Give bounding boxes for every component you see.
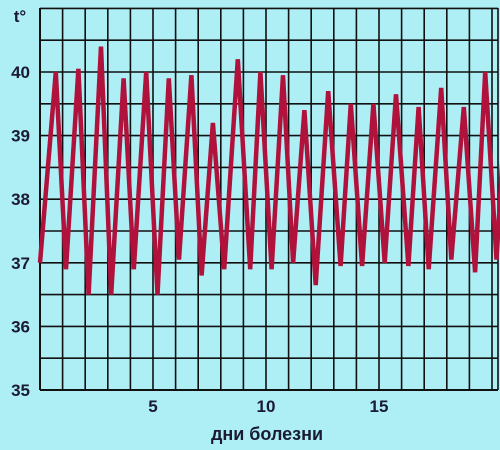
y-tick-label: 40 [11, 63, 30, 82]
x-tick-label: 5 [148, 397, 157, 416]
x-axis-label: дни болезни [211, 424, 323, 444]
y-tick-label: 38 [11, 190, 30, 209]
temperature-series-line [37, 46, 500, 295]
x-tick-labels: 5 10 15 [148, 397, 388, 416]
y-axis-label: t° [14, 7, 27, 26]
y-tick-label: 35 [11, 381, 30, 400]
x-tick-label: 15 [370, 397, 389, 416]
y-tick-labels: 35 36 37 38 39 40 [11, 63, 30, 400]
y-tick-label: 37 [11, 254, 30, 273]
x-tick-label: 10 [257, 397, 276, 416]
y-tick-label: 39 [11, 127, 30, 146]
series-layer [37, 46, 500, 295]
y-tick-label: 36 [11, 317, 30, 336]
